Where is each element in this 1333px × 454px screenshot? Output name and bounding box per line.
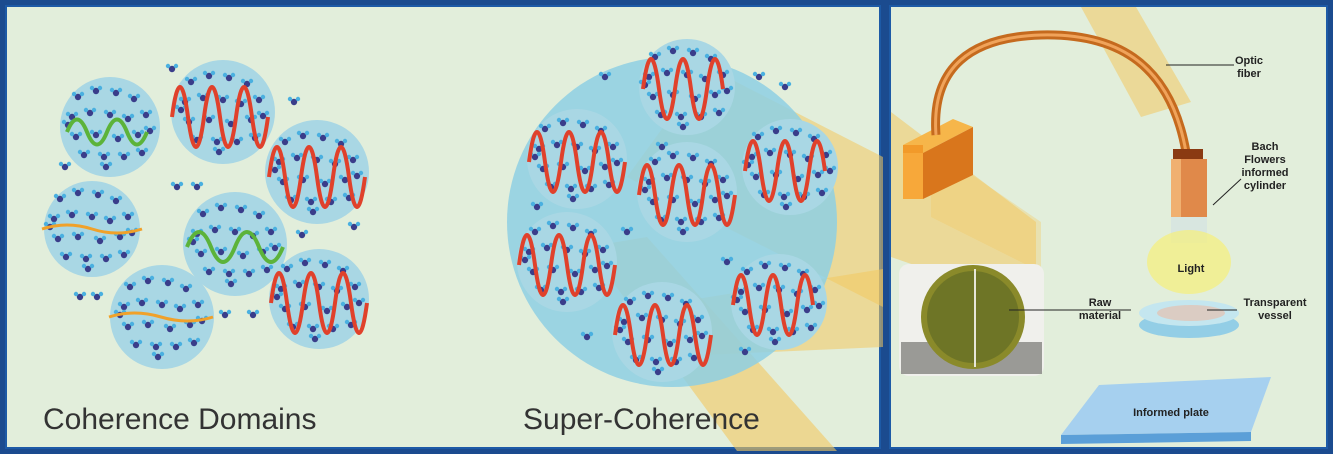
- informed-plate: [1061, 377, 1271, 444]
- raw-material-photo: [899, 264, 1044, 376]
- coherence-diagram-panel: Coherence Domains Super-Coherence: [5, 5, 883, 451]
- coherence-domain: [265, 120, 369, 224]
- raw-material-label: Raw material: [1078, 297, 1122, 322]
- device-diagram-panel: Optic fiber Bach Flowers informed cylind…: [889, 5, 1328, 449]
- coherence-domain: [41, 181, 143, 277]
- device-illustration: [891, 7, 1271, 444]
- coherence-domains-label: Coherence Domains: [43, 403, 317, 436]
- transparent-vessel-label: Transparent vessel: [1243, 297, 1307, 322]
- bach-cylinder-label: Bach Flowers informed cylinder: [1241, 141, 1289, 192]
- light-glow: [1147, 230, 1231, 294]
- super-coherence-domain: [507, 39, 838, 387]
- coherence-domain: [170, 60, 275, 164]
- coherence-domain: [60, 77, 160, 177]
- informed-plate-label: Informed plate: [1133, 407, 1209, 419]
- coherence-domain: [183, 192, 287, 296]
- coherence-illustration: [41, 39, 883, 451]
- informed-cylinder: [1171, 149, 1207, 243]
- super-coherence-label: Super-Coherence: [523, 403, 760, 436]
- coherence-domain: [269, 249, 369, 349]
- light-label: Light: [1177, 263, 1205, 275]
- light-source-box: [903, 119, 973, 199]
- coherence-domain: [108, 265, 214, 369]
- optic-fiber-label: Optic fiber: [1234, 55, 1264, 80]
- transparent-vessel: [1139, 300, 1239, 338]
